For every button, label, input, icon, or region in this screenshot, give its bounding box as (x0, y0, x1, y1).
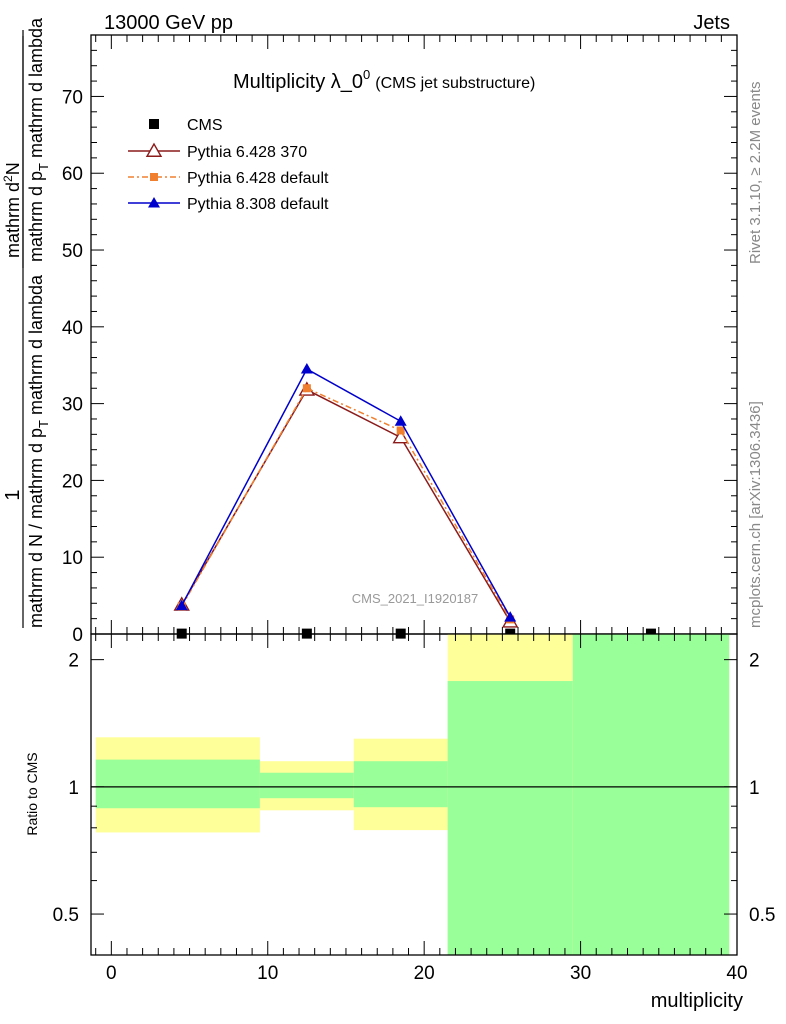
ratio-y-tick-label-left: 1 (68, 778, 79, 799)
ratio-band-green-2 (353, 761, 448, 808)
ratio-band-green-1 (259, 772, 354, 799)
pythia6-370-point (392, 428, 409, 444)
pythia6-default-point (150, 173, 158, 181)
pythia6-default-point (302, 384, 311, 393)
ratio-y-tick-label-right: 1 (749, 778, 760, 799)
legend-entry-3: Pythia 8.308 default (128, 196, 329, 213)
ratio-y-axis-label: Ratio to CMS (24, 752, 40, 835)
pythia8-point (394, 415, 407, 426)
chart-title: Multiplicity λ_00 (CMS jet substructure) (233, 67, 535, 93)
pythia8-point (504, 611, 517, 622)
ylabel-denominator: mathrm d N / mathrm d pT mathrm d lambda (26, 274, 51, 628)
x-ticks: 0 10 20 30 40 (95, 35, 748, 984)
main-y-tick-label: 30 (62, 395, 83, 416)
analysis-id: CMS_2021_I1920187 (352, 591, 479, 606)
main-y-ticks: 0 10 20 30 40 50 60 70 (62, 49, 737, 646)
main-y-axis-label: 1 mathrm d N / mathrm d pT mathrm d lamb… (1, 17, 51, 628)
ratio-panel: 0 10 20 30 40 0.5 0.5 1 1 2 2 (53, 35, 776, 984)
series-2 (177, 384, 515, 624)
x-tick-label: 20 (414, 963, 435, 984)
main-y-tick-label: 10 (62, 548, 83, 569)
ratio-y-tick-label-left: 2 (68, 651, 79, 672)
legend-label: Pythia 6.428 370 (187, 144, 307, 161)
series-line-1 (181, 388, 511, 623)
series-line-2 (181, 387, 511, 620)
ratio-frame (90, 633, 738, 956)
ratio-y-tick-label-right: 0.5 (749, 905, 775, 926)
ratio-band-green-0 (95, 759, 260, 809)
ylabel-top-denominator: mathrm d pT mathrm d lambda (26, 17, 51, 262)
x-axis-label: multiplicity (651, 990, 743, 1012)
chart-title-sup: 0 (363, 67, 370, 82)
chart-subtitle: (CMS jet substructure) (375, 75, 535, 92)
process-label: Jets (693, 12, 730, 34)
legend-label: Pythia 6.428 default (187, 170, 329, 187)
x-tick-label: 30 (570, 963, 591, 984)
energy-label: 13000 GeV pp (104, 12, 233, 34)
series-3 (175, 363, 517, 622)
main-y-tick-label: 60 (62, 164, 83, 185)
pythia6-default-point (396, 426, 405, 435)
main-y-tick-label: 40 (62, 318, 83, 339)
legend-entry-1: Pythia 6.428 370 (128, 142, 307, 161)
pythia8-point (175, 599, 188, 611)
ratio-y-ticks: 0.5 0.5 1 1 2 2 (53, 651, 776, 926)
x-tick-label: 10 (257, 963, 278, 984)
main-y-tick-label: 50 (62, 241, 83, 262)
rivet-label: Rivet 3.1.10, ≥ 2.2M events (747, 82, 764, 265)
ratio-y-tick-label-left: 0.5 (53, 905, 79, 926)
legend-label: CMS (187, 117, 223, 134)
legend-label: Pythia 8.308 default (187, 196, 329, 213)
ylabel-numerator: 1 (2, 489, 24, 500)
ratio-band-green-4 (572, 634, 730, 955)
pythia6-370-point (145, 142, 163, 157)
ylabel-top-numerator: mathrm d2N (1, 162, 23, 258)
ratio-bands (95, 634, 730, 955)
x-tick-label: 0 (106, 963, 117, 984)
main-y-tick-label: 70 (62, 87, 83, 108)
legend-entry-2: Pythia 6.428 default (128, 170, 329, 187)
cms-data-point (149, 119, 159, 129)
main-y-tick-label: 0 (72, 625, 83, 646)
pythia8-point (300, 363, 313, 374)
pythia8-point (148, 197, 160, 208)
mcplots-label: mcplots.cern.ch [arXiv:1306.3436] (747, 401, 764, 628)
ratio-band-green-3 (447, 681, 573, 955)
series-line-3 (181, 368, 511, 618)
legend-entry-0: CMS (149, 117, 223, 134)
legend: CMS Pythia 6.428 370 Pythia 6.428 default P… (128, 117, 329, 213)
chart-title-main: Multiplicity λ_0 (233, 71, 363, 93)
x-tick-label: 40 (726, 963, 747, 984)
main-y-tick-label: 20 (62, 471, 83, 492)
ratio-y-tick-label-right: 2 (749, 651, 760, 672)
series (173, 363, 656, 639)
main-panel: 0 10 20 30 40 50 60 70 (62, 34, 738, 646)
